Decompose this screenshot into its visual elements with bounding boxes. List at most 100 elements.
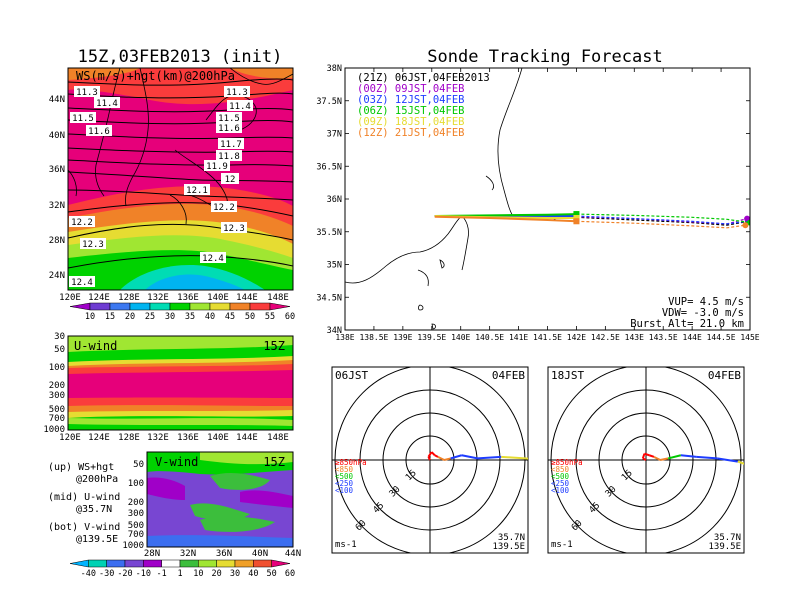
pressure-label: 50	[54, 345, 65, 355]
legend-entry: (12Z) 21JST,04FEB	[357, 127, 464, 139]
pressure-label: 700	[128, 530, 144, 540]
contour-label: 11.8	[216, 150, 242, 162]
contour-label: 12.3	[221, 222, 247, 234]
colorbar-label: 50	[267, 569, 277, 579]
colorbar-swatch	[269, 302, 291, 311]
colorbar-swatch	[189, 302, 211, 311]
map-lon-label: 144E	[236, 293, 258, 303]
legend-entry: (03Z) 12JST,04FEB	[357, 94, 464, 106]
map-lon-label: 124E	[88, 293, 110, 303]
colorbar-swatch	[249, 302, 271, 311]
svg-text:12.4: 12.4	[71, 278, 93, 288]
burst-annotation: Burst Alt= 21.0 km	[630, 318, 744, 330]
y-tick-label: 35.5N	[316, 228, 342, 238]
hodograph-segment	[717, 457, 738, 463]
contour-label: 12.2	[69, 216, 95, 228]
u-lon-label: 148E	[267, 433, 289, 443]
u-lon-label: 140E	[207, 433, 229, 443]
pressure-label: 700	[49, 414, 65, 424]
colorbar-label: -1	[157, 569, 167, 579]
colorbar-label: 55	[265, 312, 275, 322]
y-tick-label: 37.5N	[316, 97, 342, 107]
colorbar-label: 25	[145, 312, 155, 322]
svg-text:12.3: 12.3	[223, 224, 245, 234]
svg-text:11.6: 11.6	[218, 124, 240, 134]
colorbar-label: 30	[165, 312, 175, 322]
contour-label: 12	[221, 173, 239, 185]
y-tick-label: 36.5N	[316, 162, 342, 172]
svg-text:12: 12	[225, 175, 236, 185]
x-tick-label: 144.5E	[707, 333, 736, 342]
tracking-panel: 138E 138.5E 139E 139.5E 140E 140.5E 141E 141.5E…	[316, 64, 759, 342]
x-tick-label: 143E	[625, 333, 644, 342]
colorbar-label: 20	[125, 312, 135, 322]
svg-text:11.6: 11.6	[88, 127, 110, 137]
svg-text:11.4: 11.4	[96, 99, 118, 109]
colorbar-swatch	[69, 302, 91, 311]
colorbar-swatch	[69, 559, 89, 568]
svg-text:11.5: 11.5	[218, 114, 240, 124]
map-lon-labels: 120E 124E 128E 132E 136E 140E 144E 148E	[59, 293, 289, 303]
svg-text:11.8: 11.8	[218, 152, 240, 162]
map-lat-label: 44N	[49, 95, 65, 105]
pressure-label: 200	[128, 498, 144, 508]
colorbar-label: -20	[117, 569, 132, 579]
svg-text:11.7: 11.7	[220, 140, 242, 150]
v-lat-labels: 28N 32N 36N 40N 44N	[144, 549, 301, 559]
v-wind-panel: V-wind 15Z 50 100 200 300 500 700 1000 2…	[69, 451, 301, 579]
legend-entry: (21Z) 06JST,04FEB2013	[357, 72, 490, 84]
level-label: <500	[551, 472, 570, 481]
pressure-label: 500	[128, 521, 144, 531]
contour-label: 11.9	[204, 160, 230, 172]
u-wind-time: 15Z	[263, 339, 285, 353]
colorbar-label: 10	[85, 312, 95, 322]
svg-text:12.2: 12.2	[71, 218, 93, 228]
hodograph-segment	[696, 455, 718, 460]
note-bot-2: @139.5E	[76, 534, 118, 545]
v-wind-time: 15Z	[263, 455, 285, 469]
colorbar-swatch	[161, 559, 181, 568]
hodograph-segment	[641, 453, 646, 459]
hodograph-unit: ms-1	[335, 540, 357, 550]
pressure-label: 300	[49, 391, 65, 401]
svg-text:12.1: 12.1	[186, 186, 208, 196]
pressure-label: 500	[49, 405, 65, 415]
u-lon-label: 144E	[236, 433, 258, 443]
sonde-burst-marker	[573, 211, 580, 218]
colorbar-swatch	[89, 302, 111, 311]
hodograph-segment	[680, 454, 697, 458]
ws-colorbar: 10 15 20 25 30 35 40 45 50 55 60	[69, 302, 295, 322]
pressure-label: 100	[128, 479, 144, 489]
y-tick-label: 37N	[327, 130, 342, 140]
contour-label: 11.3	[224, 86, 250, 98]
colorbar-label: 45	[225, 312, 235, 322]
svg-text:12.2: 12.2	[213, 203, 235, 213]
hodograph-trace	[427, 451, 528, 461]
u-wind-panel: U-wind 15Z 30 50 100 200 300 500 700 100…	[43, 332, 294, 443]
contour-label: 11.5	[216, 112, 242, 124]
colorbar-swatch	[129, 302, 151, 311]
x-tick-label: 145E	[740, 333, 759, 342]
note-mid-2: @35.7N	[76, 504, 112, 515]
colorbar-swatch	[106, 559, 126, 568]
contour-label: 11.6	[216, 122, 242, 134]
hodograph-segment	[427, 456, 431, 461]
hodograph-date-label: 04FEB	[708, 369, 741, 382]
hodograph-segment	[642, 457, 647, 461]
v-pressure-labels: 50 100 200 300 500 700 1000	[122, 460, 144, 551]
hodograph-trace	[641, 452, 744, 465]
v-lat-label: 44N	[285, 549, 301, 559]
level-label: <850	[551, 465, 570, 474]
sonde-track-dashed	[576, 216, 749, 226]
level-label: <250	[335, 479, 354, 488]
contour-label: 11.6	[86, 125, 112, 137]
y-tick-label: 35N	[327, 261, 342, 271]
pressure-label: 200	[49, 381, 65, 391]
tracking-legend: (21Z) 06JST,04FEB2013(00Z) 09JST,04FEB(0…	[357, 72, 490, 139]
hodograph-segment	[461, 454, 478, 460]
hodograph-lat: 35.7N	[714, 533, 741, 543]
right-title: Sonde Tracking Forecast	[427, 47, 662, 67]
v-lat-label: 32N	[180, 549, 196, 559]
